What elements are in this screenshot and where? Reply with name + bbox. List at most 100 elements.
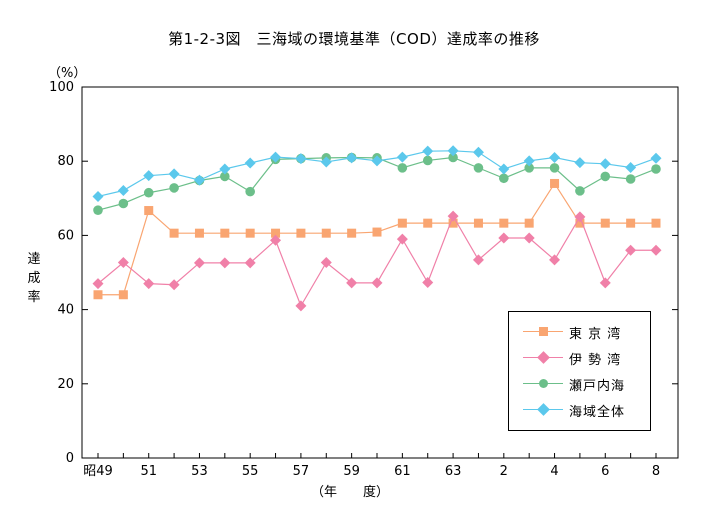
data-point-diamond [447, 145, 459, 157]
chart-title: 第1-2-3図 三海域の環境基準（COD）達成率の推移 [168, 30, 540, 48]
legend-label: 瀬戸内海 [569, 379, 626, 394]
x-tick-label: 61 [394, 464, 411, 479]
x-tick-label: 2 [500, 464, 508, 479]
data-point-diamond [371, 155, 383, 167]
data-point-circle [549, 163, 560, 173]
data-point-diamond [270, 234, 282, 246]
data-point-diamond [574, 211, 586, 223]
data-point-diamond [625, 162, 637, 174]
data-point-diamond [650, 152, 662, 164]
data-point-diamond [549, 254, 561, 266]
data-point-diamond [219, 163, 231, 175]
data-point-circle [651, 164, 661, 174]
legend-item-tokyo-bay: 東 京 湾 [509, 322, 650, 342]
data-point-diamond [472, 146, 484, 158]
legend-item-seto-inland-sea: 瀬戸内海 [509, 374, 650, 394]
data-point-diamond [650, 244, 662, 256]
data-point-square [651, 218, 661, 228]
plot-frame [81, 86, 679, 459]
data-point-square [423, 218, 433, 228]
data-point-diamond [270, 151, 282, 163]
data-point-circle [499, 173, 509, 184]
data-point-square [524, 218, 534, 228]
y-axis-unit: （%） [48, 66, 87, 81]
legend-diamond-marker [537, 403, 550, 416]
data-point-diamond [143, 278, 155, 290]
data-point-square [372, 227, 382, 237]
data-point-diamond [498, 163, 510, 175]
legend-item-ise-bay: 伊 勢 湾 [509, 348, 650, 368]
data-point-diamond [523, 232, 535, 244]
data-point-diamond [625, 244, 637, 256]
data-point-diamond [472, 254, 484, 266]
data-point-circle [118, 198, 129, 209]
data-point-circle [575, 186, 585, 196]
data-point-diamond [498, 232, 510, 244]
x-tick-label: 昭49 [83, 464, 113, 479]
data-point-circle [625, 174, 636, 184]
data-point-circle [93, 205, 103, 215]
y-axis-label: 達成率 [27, 252, 41, 305]
data-point-circle [524, 163, 534, 173]
x-axis-label: （年 度） [310, 485, 389, 500]
data-point-diamond [193, 174, 205, 186]
x-tick-label: 57 [293, 464, 310, 479]
data-point-square [600, 218, 610, 228]
data-point-square [194, 228, 204, 238]
legend-item-all-sea-areas: 海域全体 [509, 400, 650, 420]
x-tick-label: 59 [343, 464, 360, 479]
data-point-diamond [422, 277, 434, 289]
data-point-circle [169, 183, 179, 193]
x-tick-label: 55 [242, 464, 259, 479]
y-tick-label: 80 [57, 154, 74, 169]
data-point-circle [397, 163, 408, 173]
data-point-diamond [574, 157, 586, 169]
data-point-diamond [523, 155, 535, 167]
y-tick-label: 60 [57, 228, 74, 243]
legend-label: 伊 勢 湾 [569, 353, 622, 368]
data-point-diamond [599, 158, 611, 170]
data-point-circle [220, 171, 230, 182]
data-point-circle [245, 186, 255, 197]
y-tick-label: 100 [49, 80, 74, 95]
data-point-diamond [117, 256, 129, 268]
x-tick-label: 4 [550, 464, 558, 479]
data-point-square [499, 218, 509, 228]
data-point-diamond [168, 279, 180, 291]
data-point-diamond [244, 257, 256, 269]
data-point-square [118, 290, 128, 300]
data-point-square [321, 228, 331, 238]
data-point-square [93, 290, 103, 300]
data-point-diamond [168, 168, 180, 180]
data-point-square [575, 218, 585, 228]
data-point-square [473, 218, 483, 228]
data-point-diamond [396, 151, 408, 163]
data-point-diamond [447, 210, 459, 222]
data-point-diamond [549, 151, 561, 163]
legend-diamond-marker [537, 351, 550, 364]
y-tick-label: 20 [57, 377, 74, 392]
legend-label: 海域全体 [569, 405, 626, 420]
data-point-diamond [193, 257, 205, 269]
data-point-square [347, 228, 357, 238]
legend: 東 京 湾 伊 勢 湾 瀬戸内海 海域全体 [508, 311, 651, 431]
data-point-diamond [396, 233, 408, 245]
data-point-diamond [346, 277, 358, 289]
data-point-square [448, 218, 458, 228]
data-point-diamond [117, 185, 129, 197]
x-tick-label: 53 [191, 464, 208, 479]
data-point-square [271, 228, 281, 238]
data-point-square [245, 228, 255, 238]
data-point-diamond [346, 152, 358, 164]
y-tick-label: 0 [66, 451, 74, 466]
x-tick-label: 51 [140, 464, 157, 479]
legend-circle-marker [539, 379, 548, 388]
data-point-square [626, 218, 636, 228]
data-point-circle [448, 152, 458, 163]
data-point-square [144, 206, 154, 216]
data-point-square [220, 228, 230, 238]
y-tick-label: 40 [57, 303, 74, 318]
data-point-diamond [92, 278, 104, 290]
data-point-diamond [599, 277, 611, 289]
